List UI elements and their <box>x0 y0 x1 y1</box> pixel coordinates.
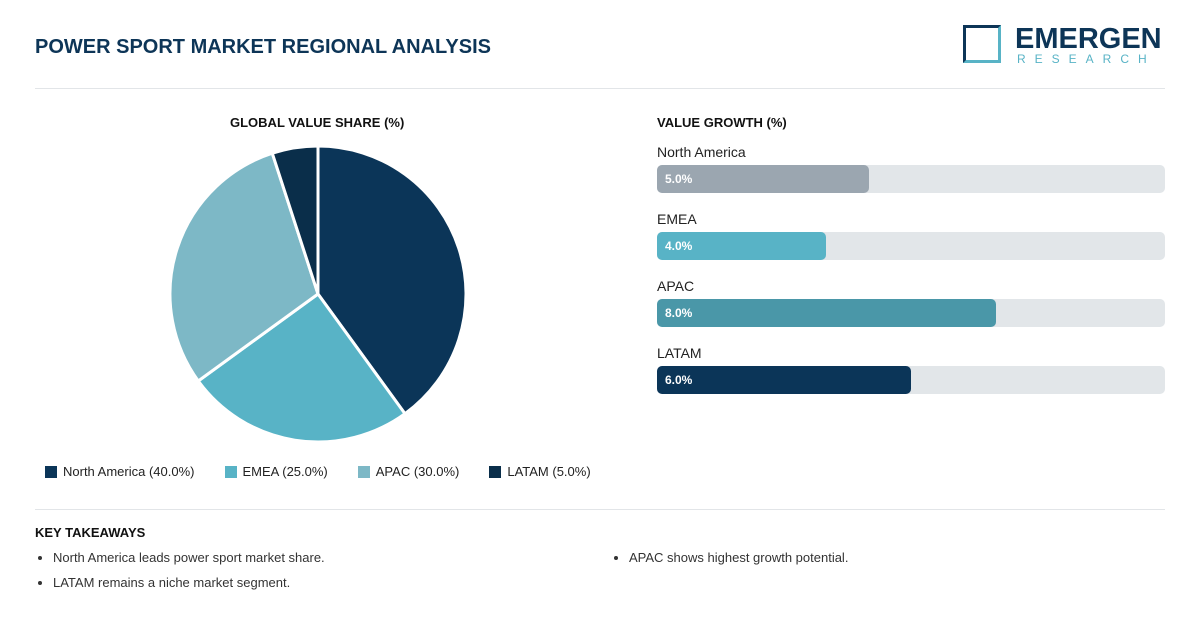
legend-label: EMEA (25.0%) <box>242 464 328 479</box>
legend-label: APAC (30.0%) <box>375 464 460 479</box>
legend-item: North America (40.0%) <box>45 464 195 479</box>
legend-label: LATAM (5.0%) <box>507 464 591 479</box>
bar-label: APAC <box>657 278 695 294</box>
pie-legend: North America (40.0%) EMEA (25.0%) APAC (3… <box>45 464 591 479</box>
takeaway-item: APAC shows highest growth potential. <box>629 550 1169 565</box>
bar-track: 6.0% <box>657 366 1165 394</box>
bar-track: 8.0% <box>657 299 1165 327</box>
pie-title: GLOBAL VALUE SHARE (%) <box>230 115 405 130</box>
bar-fill: 8.0% <box>657 299 996 327</box>
logo: EMERGEN RESEARCH <box>963 23 1162 71</box>
legend-item: EMEA (25.0%) <box>224 464 328 479</box>
divider <box>35 509 1165 510</box>
legend-swatch <box>489 465 502 478</box>
takeaways-title: KEY TAKEAWAYS <box>35 525 146 540</box>
pie-slice-apac <box>168 151 320 384</box>
takeaway-item: North America leads power sport market s… <box>53 550 593 565</box>
legend-swatch <box>224 465 237 478</box>
bar-fill: 5.0% <box>657 165 869 193</box>
legend-swatch <box>45 465 57 478</box>
legend-swatch <box>357 465 370 478</box>
takeaways-list-left: North America leads power sport market s… <box>35 550 593 600</box>
bar-fill: 6.0% <box>657 366 911 394</box>
logo-sub: RESEARCH <box>1017 52 1156 66</box>
bar-label: North America <box>657 144 746 160</box>
pie-slice-latam <box>270 144 320 295</box>
pie-slice-emea <box>196 291 408 444</box>
bar-title: VALUE GROWTH (%) <box>657 115 787 130</box>
bar-label: LATAM <box>657 345 702 361</box>
takeaway-item: LATAM remains a niche market segment. <box>53 575 593 590</box>
page-title: POWER SPORT MARKET REGIONAL ANALYSIS <box>35 36 491 58</box>
legend-item: LATAM (5.0%) <box>489 464 591 479</box>
bar-fill: 4.0% <box>657 232 827 260</box>
divider <box>35 88 1165 89</box>
legend-label: North America (40.0%) <box>63 464 195 479</box>
pie-slice-north-america <box>316 144 468 416</box>
logo-square-icon <box>963 25 1001 63</box>
legend-item: APAC (30.0%) <box>357 464 460 479</box>
bar-label: EMEA <box>657 211 697 227</box>
bar-track: 4.0% <box>657 232 1165 260</box>
logo-name: EMERGEN <box>1015 23 1162 55</box>
bar-track: 5.0% <box>657 165 1165 193</box>
pie-chart <box>168 144 468 444</box>
takeaways-list-right: APAC shows highest growth potential. <box>611 550 1169 575</box>
